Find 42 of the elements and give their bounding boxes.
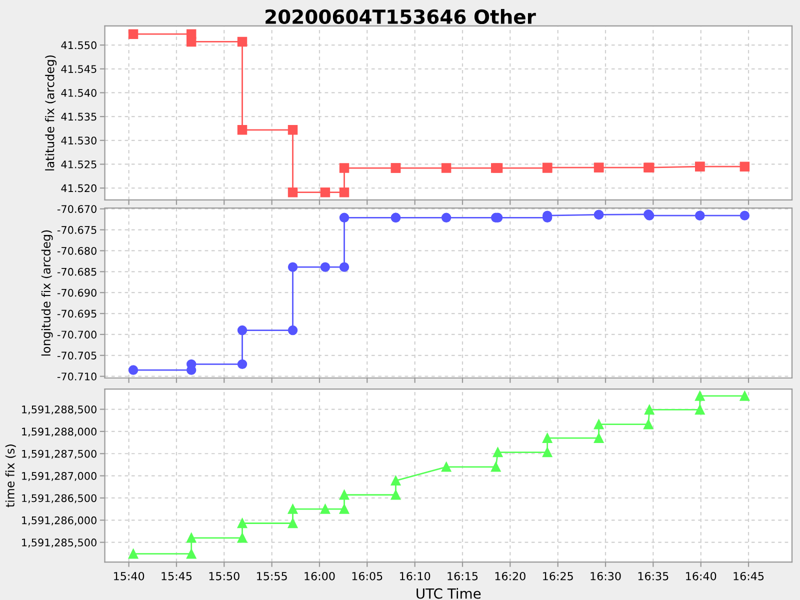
y-tick-label: 41.525 bbox=[61, 160, 96, 168]
chart-title: 20200604T153646 Other bbox=[266, 9, 536, 24]
y-axis-title: latitude fix (arcdeg) bbox=[45, 56, 57, 170]
x-tick-label: 16:00 bbox=[304, 572, 335, 580]
x-tick-label: 15:50 bbox=[209, 572, 240, 580]
x-tick-label: 16:25 bbox=[543, 572, 573, 580]
y-tick-label: 1,591,287,000 bbox=[22, 472, 96, 481]
y-tick-label: 1,591,285,500 bbox=[22, 538, 96, 548]
x-tick-label: 15:45 bbox=[162, 572, 192, 580]
y-tick-label: 1,591,288,500 bbox=[22, 405, 96, 414]
y-tick-label: -70.685 bbox=[57, 268, 96, 276]
x-axis-title: UTC Time bbox=[416, 588, 481, 599]
x-tick-label: 16:45 bbox=[734, 572, 764, 580]
x-tick-label: 16:15 bbox=[448, 572, 478, 580]
y-tick-label: 41.545 bbox=[61, 65, 96, 73]
y-tick-label: 41.550 bbox=[61, 41, 96, 50]
x-tick-label: 16:40 bbox=[686, 572, 716, 580]
x-tick-label: 15:40 bbox=[114, 572, 144, 580]
y-tick-label: 41.540 bbox=[61, 88, 96, 97]
x-tick-label: 16:30 bbox=[590, 572, 621, 580]
x-tick-label: 16:20 bbox=[495, 572, 526, 580]
y-tick-label: 41.530 bbox=[61, 136, 96, 144]
y-tick-label: 41.535 bbox=[61, 112, 96, 121]
x-tick-label: 16:10 bbox=[400, 572, 430, 580]
x-tick-label: 16:35 bbox=[638, 572, 668, 580]
y-tick-label: -70.695 bbox=[57, 310, 96, 318]
y-tick-label: 41.520 bbox=[61, 184, 96, 192]
y-tick-label: 1,591,288,000 bbox=[22, 428, 96, 437]
x-tick-label: 16:05 bbox=[352, 572, 382, 580]
y-tick-label: -70.675 bbox=[57, 226, 96, 234]
y-axis-title: time fix (s) bbox=[5, 444, 16, 508]
y-axis-title: longitude fix (arcdeg) bbox=[41, 230, 53, 356]
y-tick-label: 1,591,286,500 bbox=[22, 494, 96, 504]
y-tick-label: -70.705 bbox=[57, 352, 96, 360]
x-tick-label: 15:55 bbox=[257, 572, 287, 580]
y-tick-label: -70.680 bbox=[57, 246, 96, 255]
y-tick-label: -70.670 bbox=[57, 205, 96, 213]
y-tick-label: -70.690 bbox=[57, 288, 96, 297]
y-tick-label: -70.700 bbox=[57, 330, 96, 339]
y-tick-label: 1,591,286,000 bbox=[22, 516, 96, 526]
y-tick-label: -70.710 bbox=[57, 372, 96, 380]
y-tick-label: 1,591,287,500 bbox=[22, 450, 96, 459]
